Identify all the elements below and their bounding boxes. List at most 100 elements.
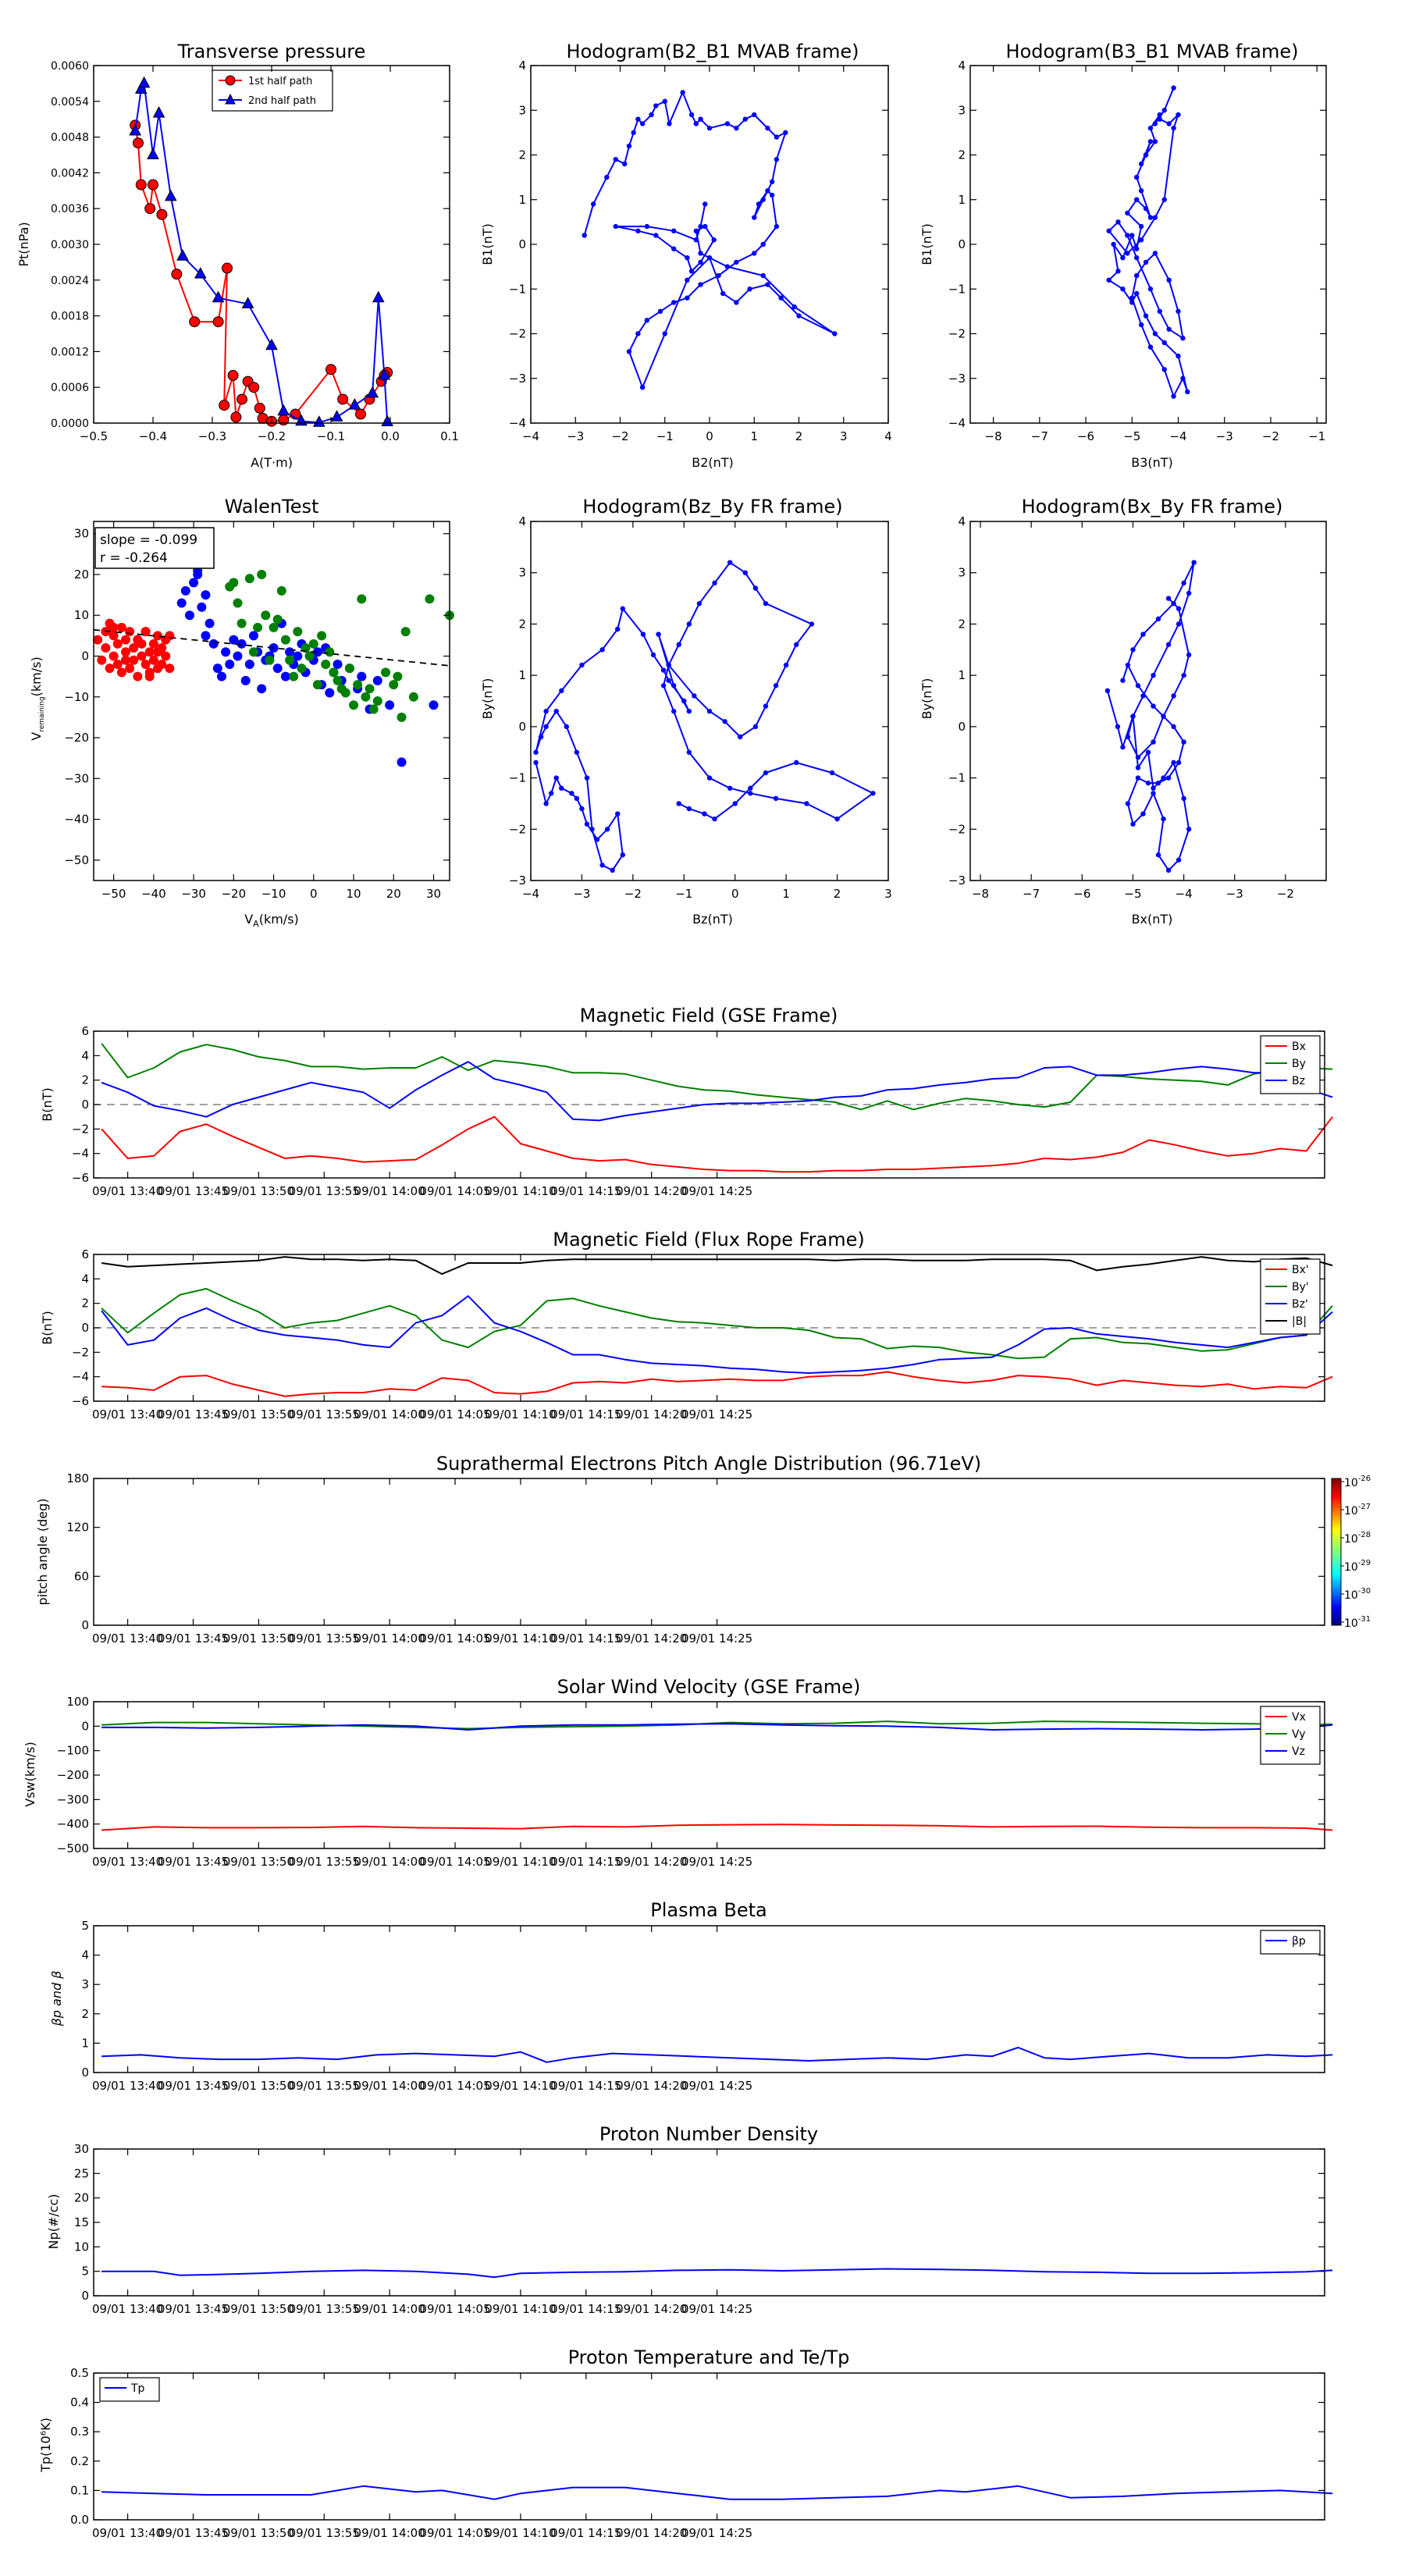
hodogram-point: [666, 678, 671, 683]
x-tick-label: −4: [1169, 429, 1186, 443]
hodogram-point: [752, 585, 759, 591]
series-line-By: [101, 1043, 1333, 1111]
y-tick-label: 0: [81, 1098, 89, 1112]
data-point-1st-half: [222, 262, 233, 274]
chart-title: Hodogram(B2_B1 MVAB frame): [567, 41, 859, 62]
y-tick-label: −500: [57, 1841, 89, 1856]
hodogram-point: [1115, 219, 1121, 225]
x-tick-label: 09/01 14:05: [419, 1855, 490, 1869]
legend-label-Vz: Vz: [1292, 1745, 1305, 1758]
hodogram-point: [769, 179, 775, 185]
x-tick-label: 09/01 14:25: [681, 1407, 752, 1421]
y-axis-label: By(nT): [480, 678, 495, 720]
x-axis-label: Bx(nT): [1132, 912, 1173, 927]
x-tick-label: 09/01 13:50: [223, 1407, 294, 1421]
hodogram-point: [1125, 734, 1131, 740]
walen-point-blue: [233, 651, 243, 661]
hodogram-point: [1147, 344, 1154, 350]
x-tick-label: 09/01 14:10: [485, 2302, 556, 2316]
hodogram-point: [774, 157, 780, 162]
walen-point-red: [93, 635, 103, 645]
x-tick-label: −1: [656, 429, 674, 443]
hodogram-point: [1161, 197, 1167, 202]
y-tick-label: 0: [958, 237, 966, 251]
y-tick-label: 2: [518, 148, 526, 162]
colorbar-exponent: -31: [1358, 1615, 1371, 1624]
hodogram-point: [773, 795, 779, 802]
walen-point-red: [144, 671, 155, 681]
data-point-2nd-half: [152, 106, 165, 118]
walen-point-red: [148, 639, 158, 649]
x-tick-label: 20: [386, 887, 401, 901]
y-tick-label: 0: [518, 720, 526, 734]
hodogram-point: [559, 688, 564, 694]
walen-point-green: [261, 610, 271, 621]
hodogram-point: [1157, 112, 1163, 118]
y-tick-label: −3: [948, 873, 966, 888]
y-tick-label: 100: [66, 1695, 89, 1709]
y-axis-label: Vsw(km/s): [23, 1742, 37, 1806]
x-tick-label: 2: [795, 429, 803, 443]
y-tick-label: −10: [64, 690, 89, 704]
hodogram-point: [1152, 215, 1158, 220]
hodogram-point: [604, 174, 610, 180]
hodogram-point: [626, 143, 632, 149]
walen-point-blue: [372, 675, 382, 685]
x-tick-label: −0.3: [198, 429, 226, 443]
hodogram-point: [804, 801, 809, 806]
walen-point-blue: [280, 671, 290, 681]
hodogram-point: [1147, 215, 1154, 220]
hodogram-point: [1120, 678, 1126, 683]
hodogram-point: [752, 724, 759, 730]
legend: 1st half path 2nd half path: [212, 69, 333, 112]
hodogram-point: [589, 827, 595, 832]
x-tick-label: −3: [573, 887, 590, 901]
hodogram-point: [615, 811, 621, 817]
walen-point-blue: [293, 651, 303, 661]
hodogram-point: [1176, 606, 1182, 611]
walen-point-red: [161, 651, 171, 661]
annotation-box: [94, 527, 215, 569]
hodogram-point: [1152, 331, 1158, 336]
walen-point-green: [312, 680, 322, 690]
walen-point-blue: [193, 569, 203, 579]
y-tick-label: −30: [64, 771, 89, 785]
hodogram-point: [604, 827, 610, 832]
hodogram-point: [778, 295, 784, 301]
colorbar-exponent: -28: [1358, 1531, 1371, 1539]
hodogram-point: [639, 385, 646, 390]
data-point-1st-half: [171, 269, 183, 280]
data-point-2nd-half: [134, 82, 148, 94]
series-line-Np: [101, 2268, 1333, 2279]
hodogram-point: [1130, 713, 1136, 719]
x-tick-label: 09/01 14:00: [354, 1184, 425, 1198]
walen-point-green: [368, 704, 379, 714]
y-tick-label: 3: [518, 103, 526, 117]
x-tick-label: 09/01 14:10: [485, 1631, 556, 1646]
y-tick-label: −100: [57, 1744, 89, 1758]
walen-point-blue: [184, 610, 194, 621]
hodogram-point: [734, 300, 739, 305]
proton-temperature-chart: Proton Temperature and Te/Tp Tp(10⁶K) 09…: [38, 2347, 1333, 2540]
walen-point-blue: [176, 598, 187, 608]
hodogram-point: [688, 269, 695, 274]
data-point-1st-half: [337, 393, 349, 405]
hodogram-point: [635, 228, 641, 234]
hodogram-point: [649, 112, 654, 118]
y-tick-label: 2: [81, 1297, 89, 1311]
hodogram-point: [1161, 713, 1166, 719]
walen-point-green: [321, 659, 331, 669]
hodogram-point: [685, 254, 690, 261]
series-line-Bz: [101, 1061, 1333, 1122]
hodogram-point: [1155, 616, 1161, 622]
data-point-1st-half: [248, 382, 260, 393]
hodogram-point: [1166, 277, 1172, 283]
hodogram-point: [1129, 233, 1135, 238]
data-point-2nd-half: [147, 148, 159, 159]
data-point-2nd-half: [176, 249, 189, 261]
hodogram-point: [692, 693, 697, 699]
plot-frame: [969, 521, 1327, 881]
hodogram-point: [564, 724, 569, 730]
hodogram-point: [712, 580, 717, 586]
